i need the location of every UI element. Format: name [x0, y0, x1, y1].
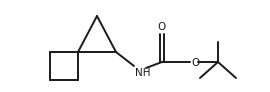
Text: O: O: [191, 58, 199, 68]
Text: O: O: [158, 22, 166, 32]
Text: NH: NH: [135, 68, 150, 78]
